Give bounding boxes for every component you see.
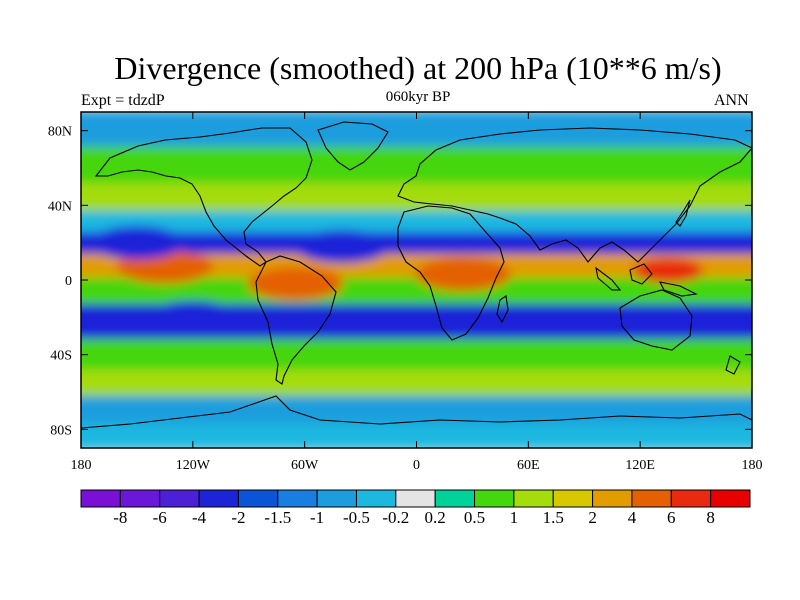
colorbar-label: 8 <box>706 508 715 527</box>
x-tick-label: 180 <box>71 458 92 473</box>
experiment-label: Expt = tdzdP <box>81 92 165 109</box>
y-tick-label: 0 <box>65 274 72 289</box>
maritime-continent-max <box>632 258 704 283</box>
colorbar-swatch <box>159 489 200 508</box>
colorbar-label: -1 <box>310 508 325 527</box>
coastline-japan <box>675 199 691 227</box>
coastline-australia <box>619 289 693 351</box>
colorbar-label: 1.5 <box>542 508 564 527</box>
indian-ocean-min <box>508 304 605 338</box>
x-tick-label: 60W <box>291 458 319 473</box>
south-pacific-min <box>144 300 241 334</box>
coastline-africa <box>397 205 505 341</box>
field-band <box>81 182 752 213</box>
colorbar-label: -0.2 <box>382 508 410 527</box>
colorbar-swatch <box>474 489 515 508</box>
coastline-greenland <box>317 121 389 171</box>
coastline-north-america <box>94 127 313 267</box>
x-tick-label: 120E <box>625 458 655 473</box>
coastline-eurasia <box>397 127 752 263</box>
map-title: Divergence (smoothed) at 200 hPa (10**6 … <box>114 50 722 86</box>
coastline-antarctica <box>81 395 752 429</box>
colorbar-swatch <box>355 489 397 508</box>
y-axis: 80N 40N 0 40S 80S <box>48 125 752 438</box>
field-band <box>81 395 752 426</box>
y-tick-label: 80N <box>48 125 72 140</box>
x-tick-label: 0 <box>413 458 420 473</box>
colorbar-label: -2 <box>231 508 246 527</box>
colorbar-swatch <box>434 489 476 508</box>
colorbar-swatch <box>552 489 594 508</box>
field-band <box>81 232 752 256</box>
colorbar-label: -4 <box>191 508 207 527</box>
colorbar-label: 0.2 <box>424 508 446 527</box>
x-tick-label: 120W <box>176 458 211 473</box>
colorbar-swatch <box>237 489 279 508</box>
colorbar-swatch <box>670 489 712 508</box>
y-tick-label: 40S <box>50 349 72 364</box>
colorbar-swatch <box>592 489 633 508</box>
colorbar-label: -0.5 <box>343 508 370 527</box>
field-layer <box>81 112 752 448</box>
field-band <box>81 369 752 398</box>
coastlines <box>81 121 752 429</box>
x-tick-label: 60E <box>517 458 540 473</box>
colorbar-label: 1 <box>509 508 519 527</box>
coastline-new-guinea <box>659 281 698 297</box>
y-tick-label: 40N <box>48 199 72 214</box>
north-pacific-min <box>88 226 185 260</box>
field-band <box>81 146 752 185</box>
colorbar-swatch <box>119 489 161 508</box>
colorbar-swatch <box>316 489 357 508</box>
coastline-south-america <box>255 255 337 385</box>
colorbar-swatch <box>80 489 121 508</box>
y-tick-label: 80S <box>50 423 72 438</box>
coastline-new-zealand <box>725 355 741 375</box>
colorbar-swatch <box>710 489 751 508</box>
coastline-sumatra <box>595 266 622 291</box>
north-atlantic-min <box>293 229 390 263</box>
amazon-max <box>247 267 344 301</box>
colorbar-label: 4 <box>627 508 637 527</box>
colorbar-swatch <box>395 489 436 508</box>
x-tick-label: 180 <box>742 458 763 473</box>
colorbar-swatch <box>277 489 318 508</box>
x-axis: 180 120W 60W 0 60E 120E 180 <box>71 112 763 473</box>
coastline-madagascar <box>496 295 509 324</box>
season-label: ANN <box>714 92 749 109</box>
colorbar-swatch <box>631 489 672 508</box>
period-label: 060kyr BP <box>385 89 451 105</box>
colorbar-label: -1.5 <box>264 508 292 527</box>
colorbar-label: -8 <box>113 508 128 527</box>
colorbar-swatch <box>513 489 554 508</box>
colorbar-label: 2 <box>588 508 597 527</box>
colorbar-label: -6 <box>152 508 167 527</box>
africa-max <box>415 257 512 291</box>
colorbar <box>80 489 751 508</box>
south-atlantic-min <box>321 304 418 338</box>
colorbar-label: 0.5 <box>463 508 486 527</box>
colorbar-swatch <box>198 489 239 508</box>
field-band <box>81 338 752 372</box>
field-band <box>81 210 752 235</box>
colorbar-label: 6 <box>667 508 676 527</box>
coastline-borneo <box>629 263 653 285</box>
